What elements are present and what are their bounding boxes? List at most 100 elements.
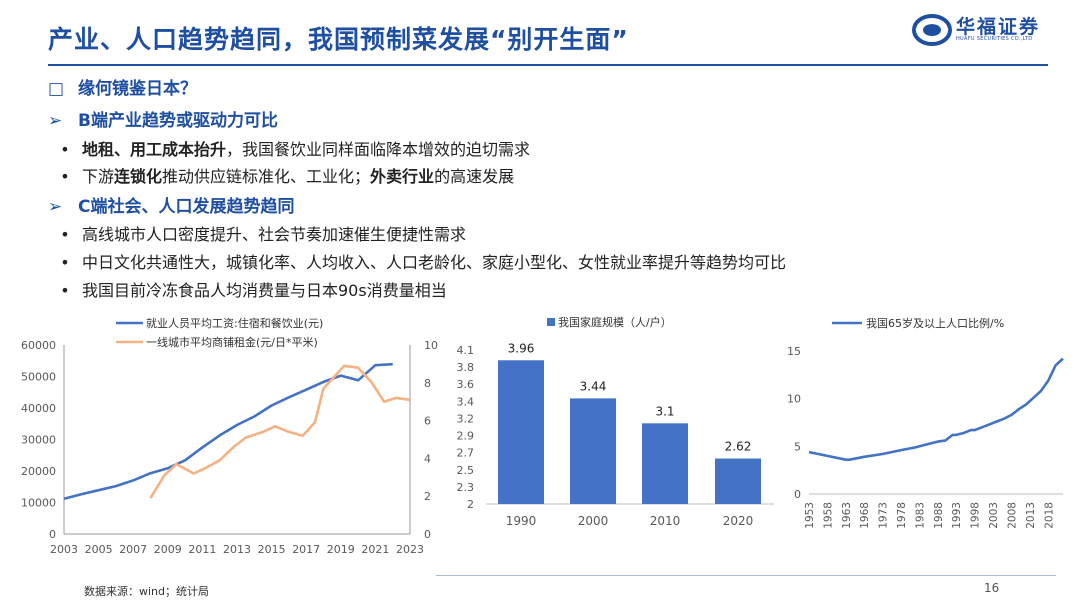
bar-2010 [642, 423, 688, 504]
bar-2020 [715, 458, 761, 504]
b2-mid: 推动供应链标准化、工业化； [162, 167, 371, 186]
y-right-tick-label: 0 [424, 528, 431, 541]
b2-highlight-2: 外卖行业 [370, 167, 435, 186]
y-tick-label: 2.9 [457, 430, 475, 443]
y-left-tick-label: 40000 [21, 402, 56, 415]
dot-bullet-icon: • [60, 140, 70, 159]
x-tick-label: 2008 [1006, 502, 1018, 529]
y-tick-label: 3.6 [457, 378, 475, 391]
b1-highlight: 地租、用工成本抬升 [82, 140, 227, 159]
legend-label: 我国家庭规模（人/户） [558, 315, 672, 329]
y-tick-label: 5 [794, 440, 801, 453]
legend-label: 就业人员平均工资:住宿和餐饮业(元) [146, 316, 323, 330]
y-tick-label: 2.3 [457, 481, 475, 494]
c-bullet-3: • 我国目前冷冻食品人均消费量与日本90s消费量相当 [48, 277, 447, 301]
title-divider [48, 64, 1048, 66]
aging-ratio-line-chart: 我国65岁及以上人口比例/% 0 5 10 15 1953 1958 1963 1968 1973… [787, 316, 1064, 529]
y-tick-label: 2.5 [457, 464, 475, 477]
footer-divider [436, 575, 1056, 576]
y-tick-label: 2.7 [457, 447, 475, 460]
x-tick-label: 1990 [506, 514, 537, 528]
x-tick-label: 1993 [951, 502, 963, 529]
page-title: 产业、人口趋势趋同，我国预制菜发展“别开生面” [48, 25, 629, 54]
y-right-tick-label: 6 [424, 415, 431, 428]
x-tick-label: 2017 [292, 543, 320, 556]
x-tick-label: 1978 [896, 502, 908, 529]
b2-post: 的高速发展 [434, 167, 515, 186]
b2-highlight-1: 连锁化 [114, 167, 163, 186]
square-bullet-icon: □ [48, 79, 65, 99]
x-tick-label: 2003 [988, 502, 1000, 529]
y-left-tick-label: 30000 [21, 434, 56, 447]
wage-series-line [63, 362, 393, 500]
b-section-heading: ➢ B端产业趋势或驱动力可比 [48, 106, 278, 131]
dot-bullet-icon: • [60, 225, 70, 244]
c-heading-text: C端社会、人口发展趋势趋同 [78, 197, 295, 217]
legend-label: 我国65岁及以上人口比例/% [866, 316, 1004, 330]
x-tick-label: 1973 [878, 502, 890, 529]
x-tick-label: 2015 [258, 543, 286, 556]
bar-value-label: 3.1 [655, 404, 674, 418]
rent-series-line [149, 364, 411, 499]
arrow-bullet-icon: ➢ [48, 197, 63, 217]
logo-emblem-icon [912, 14, 952, 46]
x-tick-label: 1968 [859, 502, 871, 529]
y-tick-label: 15 [787, 345, 801, 358]
company-logo: 华福证券 HUAFU SECURITIES CO.,LTD [912, 12, 1040, 48]
data-source-note: 数据来源：wind；统计局 [84, 585, 210, 598]
y-tick-label: 3.2 [457, 412, 475, 425]
y-tick-label: 0 [794, 488, 801, 501]
wage-rent-line-chart: 0 10000 20000 30000 40000 50000 60000 0 2 4 6 8 10 20… [21, 316, 438, 556]
y-tick-label: 3.8 [457, 361, 475, 374]
x-tick-label: 1988 [933, 502, 945, 529]
x-tick-label: 1953 [804, 502, 816, 529]
aging-series-line [808, 357, 1064, 461]
dot-bullet-icon: • [60, 167, 70, 186]
y-right-tick-label: 10 [424, 339, 438, 352]
c2-text: 中日文化共通性大，城镇化率、人均收入、人口老龄化、家庭小型化、女性就业率提升等趋… [82, 253, 787, 272]
legend-swatch [547, 318, 555, 326]
question-line: □ 缘何镜鉴日本？ [48, 74, 197, 99]
x-tick-label: 2019 [327, 543, 355, 556]
x-tick-label: 1958 [822, 502, 834, 529]
x-tick-label: 2005 [85, 543, 113, 556]
b-heading-text: B端产业趋势或驱动力可比 [78, 111, 278, 131]
c-bullet-1: • 高线城市人口密度提升、社会节奏加速催生便捷性需求 [48, 221, 466, 245]
x-tick-label: 2009 [154, 543, 182, 556]
household-size-bar-chart: 我国家庭规模（人/户） 2 2.3 2.5 2.7 2.9 3.2 3.4 3.6 3.8 4.1 3… [457, 315, 774, 528]
c3-text: 我国目前冷冻食品人均消费量与日本90s消费量相当 [82, 281, 447, 300]
x-tick-label: 2020 [723, 514, 754, 528]
bar-1990 [498, 360, 544, 504]
x-tick-label: 2023 [396, 543, 424, 556]
arrow-bullet-icon: ➢ [48, 111, 63, 131]
y-left-tick-label: 0 [49, 528, 56, 541]
x-tick-label: 2013 [1025, 502, 1037, 529]
c-bullet-2: • 中日文化共通性大，城镇化率、人均收入、人口老龄化、家庭小型化、女性就业率提升等… [48, 249, 786, 273]
bar-2000 [570, 398, 616, 504]
y-left-tick-label: 50000 [21, 371, 56, 384]
b2-pre: 下游 [82, 167, 115, 186]
x-tick-label: 1963 [841, 502, 853, 529]
y-right-tick-label: 8 [424, 377, 431, 390]
y-tick-label: 4.1 [457, 344, 475, 357]
x-tick-label: 1998 [970, 502, 982, 529]
y-left-tick-label: 20000 [21, 465, 56, 478]
b-bullet-1: • 地租、用工成本抬升，我国餐饮业同样面临降本增效的迫切需求 [48, 136, 530, 160]
question-text: 缘何镜鉴日本？ [78, 79, 197, 99]
x-tick-label: 2010 [650, 514, 681, 528]
y-right-tick-label: 2 [424, 490, 431, 503]
c1-text: 高线城市人口密度提升、社会节奏加速催生便捷性需求 [82, 225, 467, 244]
x-tick-label: 2013 [223, 543, 251, 556]
x-tick-label: 2003 [50, 543, 78, 556]
y-left-tick-label: 10000 [21, 497, 56, 510]
x-tick-label: 2011 [188, 543, 216, 556]
logo-subtitle: HUAFU SECURITIES CO.,LTD [956, 36, 1033, 42]
bar-value-label: 3.44 [580, 379, 607, 393]
b-bullet-2: • 下游连锁化推动供应链标准化、工业化；外卖行业的高速发展 [48, 163, 514, 187]
b1-text: ，我国餐饮业同样面临降本增效的迫切需求 [226, 140, 531, 159]
x-tick-label: 2007 [119, 543, 147, 556]
y-left-tick-label: 60000 [21, 339, 56, 352]
dot-bullet-icon: • [60, 281, 70, 300]
x-tick-label: 1983 [914, 502, 926, 529]
y-tick-label: 3.4 [457, 395, 475, 408]
